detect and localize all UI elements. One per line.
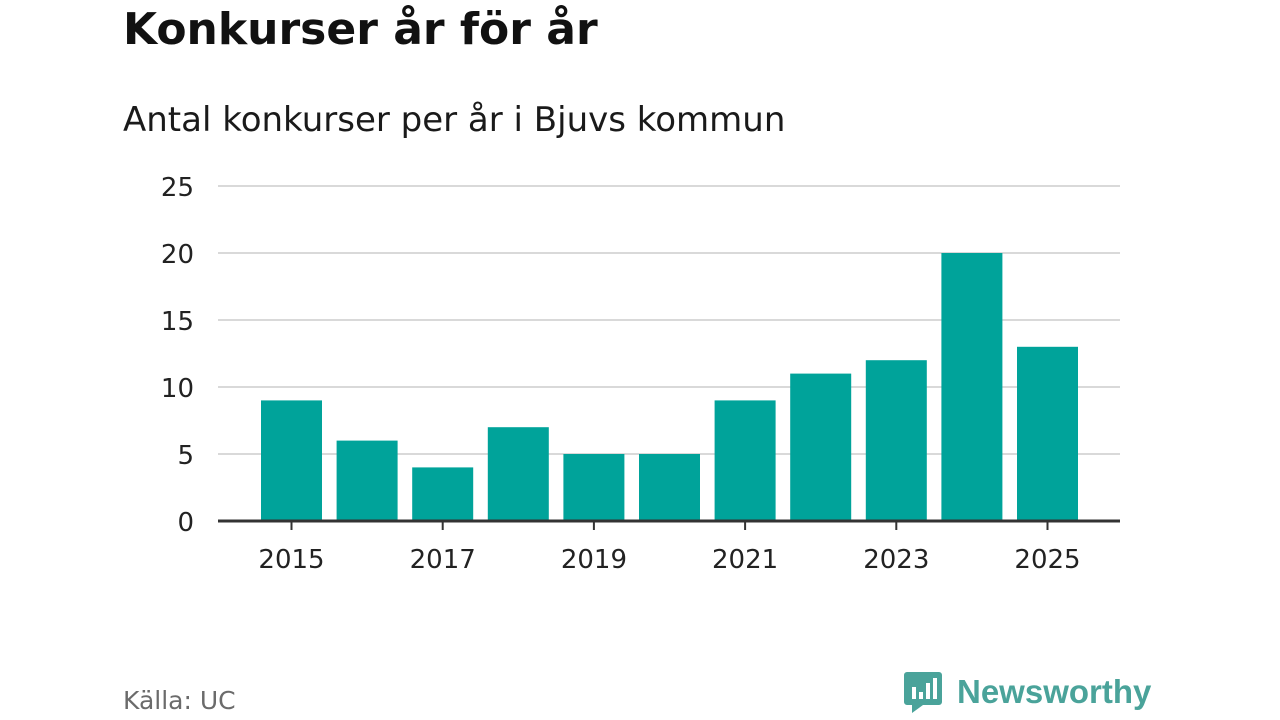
bar-2021 (714, 400, 776, 521)
bar-2022 (790, 373, 852, 521)
y-tick-label: 25 (161, 173, 194, 203)
x-tick-label: 2019 (561, 545, 627, 575)
x-tick-label: 2023 (863, 545, 929, 575)
bar-2016 (336, 440, 398, 521)
chart-title: Konkurser år för år (123, 4, 598, 55)
y-tick-label: 20 (161, 240, 194, 270)
bar-2015 (261, 400, 322, 521)
brand-logo: Newsworthy (903, 670, 1151, 714)
bar-2018 (487, 427, 549, 521)
newsworthy-logo-icon (904, 672, 942, 713)
x-tick-label: 2015 (258, 545, 324, 575)
y-tick-label: 0 (177, 508, 194, 538)
x-tick-label: 2017 (410, 545, 476, 575)
bar-2023 (865, 360, 927, 521)
y-tick-label: 10 (161, 374, 194, 404)
source-note: Källa: UC (123, 686, 236, 715)
brand-name: Newsworthy (957, 673, 1152, 710)
y-tick-label: 5 (177, 441, 194, 471)
bar-2019 (563, 454, 625, 521)
bar-2024 (941, 253, 1003, 521)
bar-2020 (639, 454, 700, 521)
x-tick-label: 2021 (712, 545, 778, 575)
bar-2017 (412, 467, 474, 521)
x-tick-label: 2025 (1014, 545, 1080, 575)
y-tick-label: 15 (161, 307, 194, 337)
bar-2025 (1017, 346, 1078, 521)
chart-subtitle: Antal konkurser per år i Bjuvs kommun (123, 100, 786, 140)
